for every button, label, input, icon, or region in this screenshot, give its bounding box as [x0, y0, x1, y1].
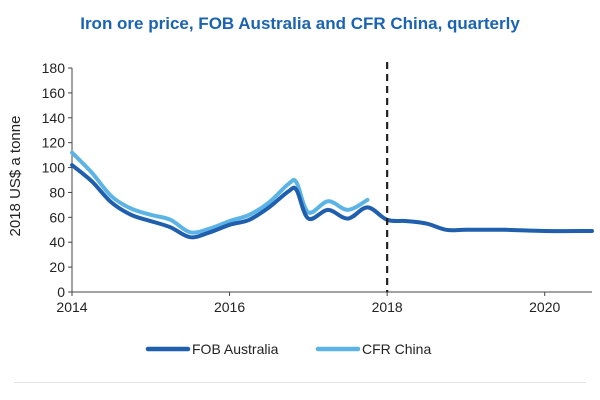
series-line-fob-australia	[70, 163, 594, 240]
y-tick-label: 20	[49, 259, 65, 275]
y-tick-label: 180	[42, 60, 66, 76]
x-tick-label: 2016	[214, 299, 245, 315]
y-axis-label: 2018 US$ a tonne	[7, 116, 24, 237]
y-tick-label: 40	[49, 234, 65, 250]
chart-title: Iron ore price, FOB Australia and CFR Ch…	[80, 14, 520, 33]
y-tick-label: 120	[42, 135, 66, 151]
x-tick-label: 2014	[56, 299, 87, 315]
x-tick-label: 2020	[529, 299, 560, 315]
y-tick-label: 60	[49, 209, 65, 225]
y-tick-label: 140	[42, 110, 66, 126]
y-tick-label: 160	[42, 85, 66, 101]
legend: FOB Australia CFR China	[145, 341, 431, 357]
series-lines	[70, 150, 594, 240]
legend-label: CFR China	[362, 341, 431, 357]
legend-label: FOB Australia	[192, 341, 279, 357]
y-tick-label: 100	[42, 160, 66, 176]
series-line-cfr-china	[70, 150, 370, 235]
divider	[14, 382, 586, 383]
y-tick-label: 0	[57, 284, 65, 300]
y-tick-label: 80	[49, 184, 65, 200]
axes: 0 20 40 60 80 100 120 140 160 180 2014 2016 2018 2020	[42, 60, 592, 315]
x-tick-label: 2018	[372, 299, 403, 315]
